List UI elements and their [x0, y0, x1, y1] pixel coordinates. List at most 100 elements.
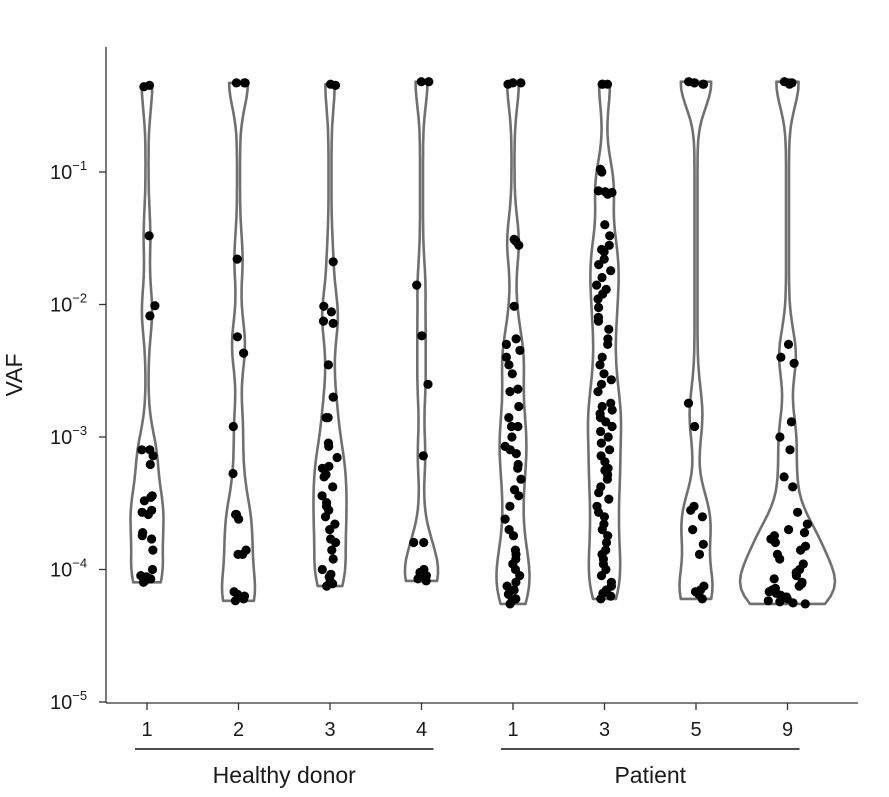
data-point [601, 537, 612, 548]
data-point [511, 449, 521, 459]
data-point [138, 577, 149, 587]
violin-outline [495, 81, 531, 606]
data-point [513, 384, 523, 394]
data-point [607, 421, 617, 432]
x-tick-label: 4 [416, 719, 427, 741]
data-point [597, 167, 607, 177]
data-point [513, 463, 523, 473]
data-point [606, 375, 616, 385]
data-point [147, 534, 157, 544]
violin-outline [403, 80, 440, 583]
group-label: Healthy donor [213, 762, 357, 788]
data-point [504, 360, 514, 370]
data-point [232, 332, 242, 342]
x-tick-label: 3 [324, 719, 335, 741]
data-point [802, 519, 813, 529]
data-point [799, 528, 810, 538]
data-point [505, 501, 515, 511]
data-point [784, 79, 795, 89]
x-tick-label: 3 [599, 719, 610, 741]
x-tick-label: 1 [507, 719, 518, 741]
data-point [319, 472, 329, 482]
data-point [764, 587, 774, 597]
group-label: Patient [614, 762, 686, 788]
data-point [502, 581, 512, 591]
data-point [596, 571, 607, 581]
data-point [776, 352, 786, 362]
data-point [596, 438, 607, 448]
data-point [594, 488, 604, 498]
data-point [592, 280, 602, 290]
data-point [328, 554, 338, 564]
data-point [505, 599, 515, 609]
data-point [416, 77, 426, 87]
violin-outline [129, 84, 165, 584]
data-point [503, 79, 513, 89]
data-point [688, 525, 698, 535]
data-point [597, 352, 607, 362]
data-point [501, 339, 511, 349]
data-point [148, 545, 158, 555]
y-tick-exponent: −3 [72, 423, 87, 438]
data-point [511, 577, 521, 587]
data-point [599, 512, 610, 522]
data-point [328, 257, 338, 267]
x-tick-label: 5 [690, 719, 701, 741]
y-tick-label: 10−5 [50, 688, 87, 714]
data-point [786, 417, 797, 427]
data-point [318, 316, 329, 326]
data-point [231, 78, 241, 88]
data-point [699, 79, 709, 89]
axes-layer [105, 47, 858, 704]
data-point [686, 505, 696, 515]
data-point [605, 445, 615, 455]
data-point [319, 301, 329, 311]
x-ticks: 1 2 3 4 1 3 5 9 [141, 703, 793, 741]
data-point [239, 594, 249, 604]
data-point [594, 260, 604, 270]
data-point [232, 254, 242, 264]
data-point [763, 596, 773, 606]
data-point [417, 331, 427, 341]
data-point [513, 421, 523, 432]
y-tick-label: 10−3 [50, 423, 87, 449]
y-tick-exponent: −5 [72, 688, 87, 703]
data-point [412, 280, 422, 290]
data-point [238, 549, 248, 560]
data-point [793, 507, 803, 517]
data-point [783, 339, 794, 349]
data-point [515, 571, 525, 581]
data-point [597, 401, 607, 412]
data-point [599, 247, 609, 257]
data-point [697, 594, 707, 604]
x-tick-label: 1 [141, 719, 152, 741]
data-point [424, 77, 434, 87]
y-tick-exponent: −1 [72, 158, 87, 173]
data-point [500, 514, 510, 524]
data-point [796, 545, 806, 555]
y-tick-base: 10 [50, 560, 72, 582]
data-point [597, 79, 608, 89]
data-point [324, 441, 334, 451]
data-point [603, 339, 613, 349]
data-point [228, 421, 238, 432]
data-point [770, 537, 781, 548]
data-point [606, 266, 616, 276]
data-point [694, 549, 705, 560]
data-point [595, 360, 605, 370]
data-point [409, 537, 419, 548]
data-point [145, 459, 155, 470]
data-point [234, 514, 244, 524]
data-point [593, 316, 604, 326]
data-point [602, 474, 613, 484]
y-tick-label: 10−2 [50, 291, 87, 317]
data-point [603, 189, 613, 199]
y-ticks: 10−110−210−310−410−5 [50, 158, 106, 714]
data-point [505, 387, 515, 397]
data-point [239, 78, 249, 88]
data-point [697, 512, 708, 522]
data-point [785, 445, 795, 455]
data-point [507, 369, 517, 379]
x-tick-label: 9 [782, 719, 793, 741]
data-point [603, 432, 613, 442]
